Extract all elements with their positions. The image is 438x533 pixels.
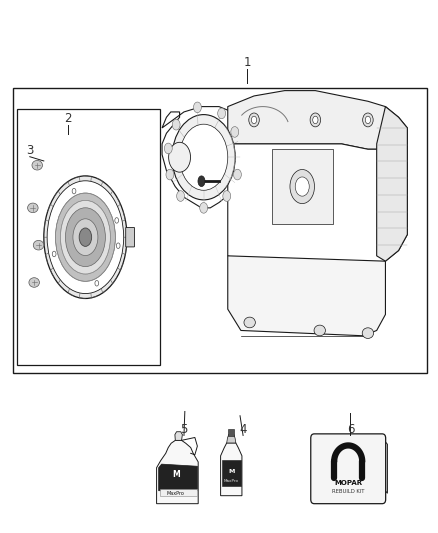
Ellipse shape [52,251,56,257]
Text: 3: 3 [26,144,33,157]
Ellipse shape [365,116,371,124]
Ellipse shape [60,200,110,274]
Ellipse shape [65,208,106,266]
FancyBboxPatch shape [311,434,386,504]
Ellipse shape [29,278,39,287]
Ellipse shape [310,113,321,127]
Text: 2: 2 [64,112,72,125]
Text: MOPAR: MOPAR [334,480,362,487]
Ellipse shape [166,169,174,180]
Text: 6: 6 [346,423,354,435]
Ellipse shape [164,143,172,154]
Polygon shape [228,256,385,336]
Ellipse shape [249,113,259,127]
Ellipse shape [313,116,318,124]
Text: M: M [228,469,234,474]
Ellipse shape [244,317,255,328]
Ellipse shape [177,191,184,201]
Text: REBUILD KIT: REBUILD KIT [332,489,364,494]
Bar [228,430,234,435]
FancyBboxPatch shape [126,228,134,247]
Text: 4: 4 [239,423,247,435]
Ellipse shape [28,203,38,213]
Bar [160,489,197,497]
Ellipse shape [169,142,191,172]
Ellipse shape [194,102,201,112]
Ellipse shape [223,191,231,201]
Ellipse shape [251,116,257,124]
Ellipse shape [32,160,42,170]
Polygon shape [272,149,333,224]
Ellipse shape [72,188,76,194]
Polygon shape [159,464,198,491]
Ellipse shape [79,228,92,246]
Ellipse shape [180,124,228,190]
Ellipse shape [115,217,119,223]
Ellipse shape [290,169,314,204]
Polygon shape [222,460,241,487]
Ellipse shape [233,169,241,180]
Polygon shape [377,107,407,261]
Polygon shape [221,443,242,496]
Ellipse shape [231,127,239,137]
Ellipse shape [73,219,98,256]
Ellipse shape [218,108,226,119]
Ellipse shape [95,280,99,286]
Polygon shape [162,107,245,208]
Ellipse shape [47,181,124,294]
Ellipse shape [56,193,115,281]
Text: M: M [173,471,180,479]
Ellipse shape [295,177,309,196]
Polygon shape [175,432,182,440]
Text: MaxPro: MaxPro [167,491,185,496]
Polygon shape [227,434,236,443]
Text: MaxPro: MaxPro [224,479,239,483]
Polygon shape [228,144,407,272]
Ellipse shape [314,325,325,336]
Ellipse shape [117,243,120,248]
Text: 5: 5 [180,423,187,435]
Ellipse shape [363,113,373,127]
Ellipse shape [200,203,208,213]
Polygon shape [382,438,387,494]
Ellipse shape [172,115,235,200]
Text: 1: 1 [244,56,251,69]
Ellipse shape [362,328,374,338]
Polygon shape [228,91,407,149]
Polygon shape [157,440,198,504]
Ellipse shape [33,240,44,250]
Ellipse shape [44,176,127,298]
Ellipse shape [172,119,180,130]
Ellipse shape [198,176,205,187]
